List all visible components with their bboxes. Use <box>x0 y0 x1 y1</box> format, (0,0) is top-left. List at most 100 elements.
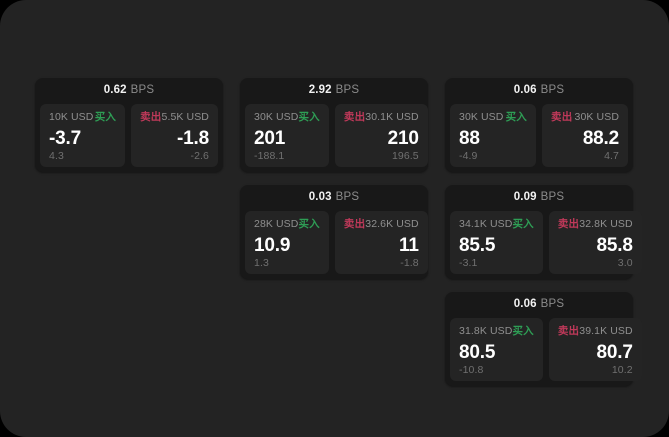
bid-header: 28K USD 买入 <box>254 218 320 230</box>
bid-delta: -3.1 <box>459 256 478 269</box>
bps-value: 0.62 <box>103 84 127 97</box>
card-sides: 28K USD 买入 10.9 1.3 卖出 32.6K USD 11 -1.8 <box>245 211 428 274</box>
ask-header: 卖出 32.6K USD <box>344 218 419 230</box>
bid-delta: 4.3 <box>49 149 64 162</box>
spread-card[interactable]: 0.06 BPS 31.8K USD 买入 80.5 -10.8 卖 <box>445 292 642 386</box>
card-sides: 31.8K USD 买入 80.5 -10.8 卖出 39.1K USD 80.… <box>450 318 642 381</box>
bps-unit-label: BPS <box>540 191 565 204</box>
ask-panel[interactable]: 卖出 5.5K USD -1.8 -2.6 <box>131 104 218 167</box>
ask-delta: -2.6 <box>190 149 209 162</box>
ask-delta: 3.0 <box>617 256 633 269</box>
bps-unit-label: BPS <box>540 298 565 311</box>
bid-panel[interactable]: 31.8K USD 买入 80.5 -10.8 <box>450 318 543 381</box>
bid-delta: -188.1 <box>254 149 285 162</box>
bid-panel[interactable]: 28K USD 买入 10.9 1.3 <box>245 211 329 274</box>
ask-panel[interactable]: 卖出 30K USD 88.2 4.7 <box>542 104 628 167</box>
sell-action-label[interactable]: 卖出 <box>140 110 162 123</box>
ask-size-label: 39.1K USD <box>579 324 633 337</box>
buy-action-label[interactable]: 买入 <box>298 110 320 123</box>
bid-header: 10K USD 买入 <box>49 111 116 123</box>
card-sides: 10K USD 买入 -3.7 4.3 卖出 5.5K USD -1.8 -2.… <box>40 104 218 167</box>
buy-action-label[interactable]: 买入 <box>512 217 534 230</box>
bid-price: 88 <box>459 127 480 149</box>
ask-header: 卖出 30K USD <box>551 111 619 123</box>
bid-size-label: 31.8K USD <box>459 324 513 337</box>
ask-header: 卖出 30.1K USD <box>344 111 419 123</box>
ask-delta: 4.7 <box>604 149 619 162</box>
bid-size-label: 10K USD <box>49 110 94 123</box>
card-sides: 34.1K USD 买入 85.5 -3.1 卖出 32.8K USD 85.8… <box>450 211 642 274</box>
ask-delta: -1.8 <box>400 256 419 269</box>
bps-value: 2.92 <box>308 84 332 97</box>
bps-header: 0.62 BPS <box>35 78 223 104</box>
ask-header: 卖出 39.1K USD <box>558 325 633 337</box>
card-sides: 30K USD 买入 201 -188.1 卖出 30.1K USD 210 1… <box>245 104 428 167</box>
bid-price: 201 <box>254 127 286 149</box>
bid-price: 80.5 <box>459 341 496 363</box>
bid-header: 31.8K USD 买入 <box>459 325 534 337</box>
bid-panel[interactable]: 30K USD 买入 201 -188.1 <box>245 104 329 167</box>
bid-panel[interactable]: 10K USD 买入 -3.7 4.3 <box>40 104 126 167</box>
bps-header: 0.06 BPS <box>445 292 633 318</box>
bid-delta: -4.9 <box>459 149 478 162</box>
bid-price: 85.5 <box>459 234 496 256</box>
bps-value: 0.06 <box>513 84 537 97</box>
bid-delta: -10.8 <box>459 363 484 376</box>
spread-card[interactable]: 0.03 BPS 28K USD 买入 10.9 1.3 卖出 <box>240 185 428 279</box>
ask-size-label: 32.8K USD <box>579 217 633 230</box>
spread-card[interactable]: 0.09 BPS 34.1K USD 买入 85.5 -3.1 卖出 <box>445 185 642 279</box>
sell-action-label[interactable]: 卖出 <box>557 324 580 337</box>
bps-unit-label: BPS <box>335 191 360 204</box>
bps-value: 0.09 <box>513 191 537 204</box>
bps-header: 0.09 BPS <box>445 185 633 211</box>
ask-delta: 196.5 <box>391 149 419 162</box>
bid-panel[interactable]: 30K USD 买入 88 -4.9 <box>450 104 536 167</box>
bid-header: 30K USD 买入 <box>459 111 527 123</box>
ask-panel[interactable]: 卖出 32.6K USD 11 -1.8 <box>334 211 428 274</box>
bid-price: -3.7 <box>49 127 81 149</box>
bps-header: 2.92 BPS <box>240 78 428 104</box>
ask-header: 卖出 32.8K USD <box>558 218 633 230</box>
sell-action-label[interactable]: 卖出 <box>557 217 580 230</box>
sell-action-label[interactable]: 卖出 <box>343 110 366 123</box>
bps-value: 0.03 <box>308 191 332 204</box>
spread-card[interactable]: 0.62 BPS 10K USD 买入 -3.7 4.3 卖出 <box>35 78 223 172</box>
ask-price: 88.2 <box>582 127 619 149</box>
ask-size-label: 5.5K USD <box>161 110 209 123</box>
card-sides: 30K USD 买入 88 -4.9 卖出 30K USD 88.2 4.7 <box>450 104 628 167</box>
bps-header: 0.03 BPS <box>240 185 428 211</box>
buy-action-label[interactable]: 买入 <box>298 217 320 230</box>
ask-price: 85.8 <box>596 234 633 256</box>
spread-card[interactable]: 2.92 BPS 30K USD 买入 201 -188.1 卖出 <box>240 78 428 172</box>
bps-unit-label: BPS <box>540 84 565 97</box>
ask-header: 卖出 5.5K USD <box>140 111 209 123</box>
bid-size-label: 30K USD <box>254 110 299 123</box>
bps-unit-label: BPS <box>130 84 155 97</box>
bid-price: 10.9 <box>254 234 291 256</box>
bid-panel[interactable]: 34.1K USD 买入 85.5 -3.1 <box>450 211 543 274</box>
sell-action-label[interactable]: 卖出 <box>343 217 366 230</box>
sell-action-label[interactable]: 卖出 <box>551 110 573 123</box>
buy-action-label[interactable]: 买入 <box>505 110 527 123</box>
ask-panel[interactable]: 卖出 32.8K USD 85.8 3.0 <box>548 211 642 274</box>
ask-price: 210 <box>387 127 419 149</box>
bps-unit-label: BPS <box>335 84 360 97</box>
bid-header: 30K USD 买入 <box>254 111 320 123</box>
bid-size-label: 28K USD <box>254 217 299 230</box>
ask-size-label: 32.6K USD <box>365 217 419 230</box>
spread-card[interactable]: 0.06 BPS 30K USD 买入 88 -4.9 卖出 <box>445 78 633 172</box>
ask-panel[interactable]: 卖出 39.1K USD 80.7 10.2 <box>548 318 642 381</box>
buy-action-label[interactable]: 买入 <box>94 110 117 123</box>
ask-price: 80.7 <box>596 341 633 363</box>
ask-price: -1.8 <box>177 127 209 149</box>
bps-value: 0.06 <box>513 298 537 311</box>
ask-delta: 10.2 <box>611 363 633 376</box>
bid-delta: 1.3 <box>254 256 269 269</box>
ask-panel[interactable]: 卖出 30.1K USD 210 196.5 <box>334 104 428 167</box>
bid-header: 34.1K USD 买入 <box>459 218 534 230</box>
ask-size-label: 30K USD <box>574 110 619 123</box>
buy-action-label[interactable]: 买入 <box>512 324 534 337</box>
bid-size-label: 34.1K USD <box>459 217 513 230</box>
ask-size-label: 30.1K USD <box>365 110 419 123</box>
